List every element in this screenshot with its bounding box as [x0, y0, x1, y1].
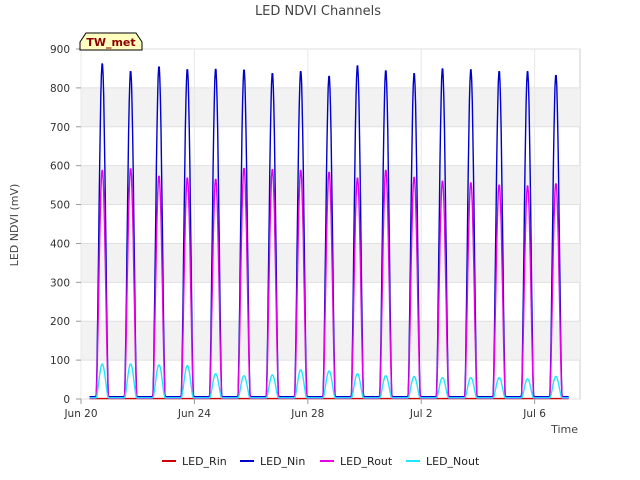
y-tick-label: 100 — [50, 355, 70, 367]
x-axis-label: Time — [550, 423, 578, 436]
y-tick-label: 800 — [50, 83, 70, 95]
y-tick-label: 400 — [50, 238, 70, 250]
y-tick-label: 700 — [50, 122, 70, 134]
x-tick-label: Jul 6 — [522, 408, 546, 420]
y-tick-label: 200 — [50, 316, 70, 328]
y-tick-label: 900 — [50, 44, 70, 56]
y-tick-label: 600 — [50, 161, 70, 173]
chart-title: LED NDVI Channels — [255, 4, 381, 19]
x-tick-label: Jun 28 — [290, 408, 324, 420]
plot-band — [81, 321, 580, 361]
series-line-led-nout — [89, 363, 569, 399]
y-axis-label: LED NDVI (mV) — [8, 184, 21, 267]
y-tick-label: 300 — [50, 277, 70, 289]
y-axis-ticks: 0 100 200 300 400 500 600 700 800 900 — [50, 44, 81, 406]
legend-label: LED_Rin — [182, 455, 227, 468]
legend-label: LED_Rout — [340, 455, 393, 468]
legend-label: LED_Nout — [426, 455, 480, 468]
legend-label: LED_Nin — [260, 455, 305, 468]
y-tick-label: 0 — [63, 394, 70, 406]
series-layer — [89, 63, 569, 400]
site-badge: TW_met — [79, 32, 143, 51]
x-axis-ticks: Jun 20 Jun 24 Jun 28 Jul 2 Jul 6 — [63, 399, 546, 420]
x-tick-label: Jun 20 — [63, 408, 97, 420]
y-tick-label: 500 — [50, 200, 70, 212]
x-tick-label: Jul 2 — [409, 408, 433, 420]
badge-shape — [79, 32, 143, 51]
legend: LED_Rin LED_Nin LED_Rout LED_Nout — [162, 455, 480, 468]
badge-label: TW_met — [86, 36, 135, 49]
series-line-led-nin — [89, 63, 569, 398]
x-tick-label: Jun 24 — [177, 408, 211, 420]
